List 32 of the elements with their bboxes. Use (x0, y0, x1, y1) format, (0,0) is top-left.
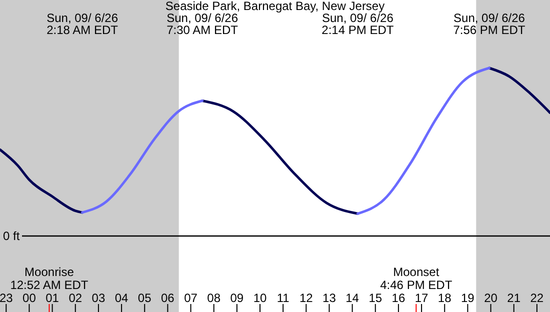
x-tick-label: 10 (253, 291, 267, 305)
ref-line-label: Moonrise 12:52 AM EDT (10, 265, 89, 292)
x-tick-label: 21 (507, 291, 521, 305)
x-tick-label: 06 (161, 291, 175, 305)
x-tick-label: 02 (68, 291, 82, 305)
x-tick-label: 04 (114, 291, 129, 305)
x-tick-label: 20 (484, 291, 498, 305)
ref-line-label: Moonset 4:46 PM EDT (380, 265, 453, 292)
x-tick-label: 01 (46, 291, 60, 305)
x-tick-label: 17 (414, 291, 429, 305)
x-tick-label: 11 (276, 291, 290, 305)
text: Sun, 09/ 6/26 2:18 AM EDT (46, 11, 119, 37)
x-tick-label: 16 (392, 291, 406, 305)
x-tick-label: 07 (184, 291, 198, 305)
x-tick-label: 22 (530, 291, 544, 305)
x-tick-label: 19 (461, 291, 475, 305)
text: Sun, 09/ 6/26 7:30 AM EDT (166, 11, 239, 37)
x-tick-label: 05 (138, 291, 152, 305)
x-tick-label: 18 (438, 291, 452, 305)
x-tick-label: 14 (346, 291, 360, 305)
x-tick-label: 15 (368, 291, 382, 305)
x-tick-label: 08 (207, 291, 221, 305)
x-tick-label: 12 (299, 291, 314, 305)
x-tick-label: 03 (92, 291, 106, 305)
ref-line-label: 0 ft (3, 229, 20, 243)
x-tick-label: 13 (322, 291, 336, 305)
chart-title: Seaside Park, Barnegat Bay, New Jersey (165, 0, 385, 13)
x-tick-label: 23 (0, 291, 14, 305)
text: Sun, 09/ 6/26 2:14 PM EDT (322, 11, 394, 37)
x-tick-label: 09 (230, 291, 244, 305)
x-tick-label: 00 (22, 291, 36, 305)
text: Sun, 09/ 6/26 7:56 PM EDT (453, 11, 526, 37)
